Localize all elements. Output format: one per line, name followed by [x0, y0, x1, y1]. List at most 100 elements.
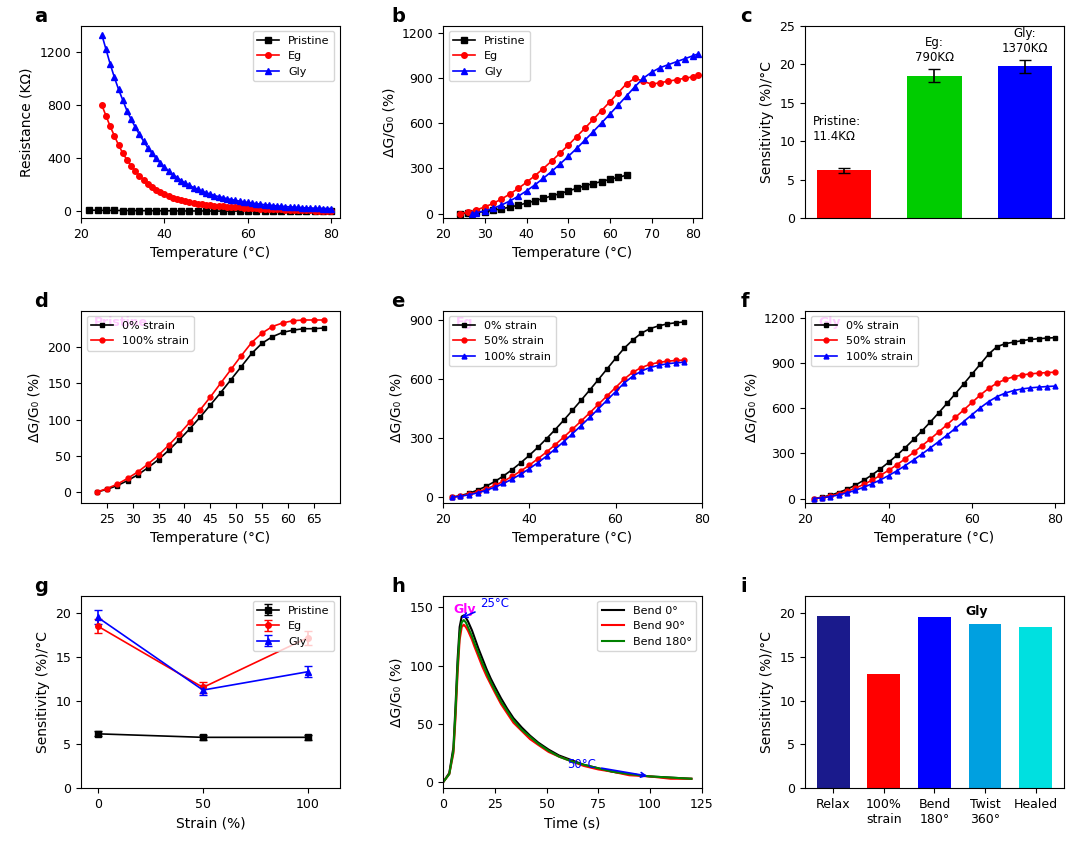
Pristine: [586, 178, 599, 188]
Text: Eg: Eg: [456, 316, 473, 329]
0% strain: [932, 408, 945, 418]
50% strain: [999, 374, 1012, 384]
50% strain: [807, 493, 820, 504]
50% strain: [540, 447, 553, 458]
Bend 180°: [644, 771, 657, 781]
50% strain: [644, 360, 657, 370]
Pristine: [503, 202, 516, 212]
0% strain: [141, 463, 154, 473]
100% strain: [618, 378, 631, 389]
Eg: [271, 204, 284, 215]
50% strain: [575, 416, 588, 426]
Bend 90°: [501, 708, 514, 718]
Legend: 0% strain, 100% strain: 0% strain, 100% strain: [86, 316, 193, 350]
0% strain: [1041, 333, 1054, 343]
50% strain: [949, 412, 962, 423]
100% strain: [141, 458, 154, 469]
100% strain: [583, 412, 596, 423]
Bend 90°: [459, 622, 472, 632]
0% strain: [1024, 334, 1037, 344]
Gly: [553, 159, 566, 170]
0% strain: [566, 406, 579, 416]
Gly: [503, 196, 516, 206]
0% strain: [974, 359, 987, 369]
Bend 90°: [456, 622, 469, 632]
Gly: [478, 206, 491, 216]
Pristine: [83, 205, 96, 216]
50% strain: [480, 484, 492, 494]
Pristine: [570, 183, 583, 193]
Pristine: [124, 205, 137, 216]
100% strain: [505, 474, 518, 484]
Gly: [487, 204, 500, 214]
Bend 180°: [447, 746, 460, 756]
0% strain: [678, 317, 691, 327]
Gly: [662, 60, 675, 70]
50% strain: [932, 427, 945, 437]
50% strain: [445, 492, 458, 503]
100% strain: [480, 486, 492, 496]
Eg: [512, 183, 525, 193]
0% strain: [471, 485, 484, 495]
Pristine: [308, 206, 321, 216]
50% strain: [618, 374, 631, 384]
0% strain: [1032, 334, 1045, 344]
Bend 180°: [461, 622, 474, 632]
Pristine: [283, 206, 296, 216]
Text: d: d: [35, 291, 49, 311]
Line: 100% strain: 100% strain: [811, 383, 1058, 501]
Y-axis label: ΔG/G₀ (%): ΔG/G₀ (%): [390, 657, 404, 727]
0% strain: [807, 493, 820, 504]
100% strain: [907, 455, 920, 465]
Bend 0°: [565, 755, 578, 765]
50% strain: [815, 492, 828, 503]
100% strain: [966, 410, 978, 420]
50% strain: [557, 432, 570, 442]
100% strain: [678, 357, 691, 367]
0% strain: [488, 476, 501, 486]
Bend 90°: [468, 641, 481, 651]
Pristine: [267, 206, 280, 216]
100% strain: [949, 423, 962, 434]
Y-axis label: ΔG/G₀ (%): ΔG/G₀ (%): [28, 372, 42, 441]
50% strain: [1041, 367, 1054, 377]
50% strain: [966, 397, 978, 407]
Eg: [225, 202, 238, 212]
100% strain: [225, 365, 238, 375]
Pristine: [200, 206, 213, 216]
100% strain: [1032, 382, 1045, 392]
Text: Eg:
790KΩ: Eg: 790KΩ: [915, 36, 954, 64]
Line: Bend 180°: Bend 180°: [443, 620, 691, 782]
0% strain: [583, 385, 596, 395]
Text: f: f: [741, 291, 750, 311]
0% strain: [523, 450, 536, 460]
Gly: [691, 49, 704, 60]
Pristine: [470, 207, 483, 217]
Bend 0°: [606, 767, 619, 777]
Eg: [653, 78, 666, 88]
Legend: Pristine, Eg, Gly: Pristine, Eg, Gly: [448, 32, 530, 81]
Gly: [637, 73, 650, 83]
Y-axis label: ΔG/G₀ (%): ΔG/G₀ (%): [744, 372, 758, 441]
Pristine: [241, 206, 254, 216]
Bend 0°: [542, 745, 555, 755]
Bend 0°: [685, 774, 698, 784]
Eg: [537, 164, 550, 174]
Line: 100% strain: 100% strain: [449, 360, 687, 499]
Bend 90°: [542, 747, 555, 757]
Bend 180°: [456, 617, 469, 627]
Text: Pristine: Pristine: [94, 316, 148, 329]
100% strain: [204, 392, 217, 402]
Text: c: c: [741, 7, 752, 26]
Pristine: [300, 206, 313, 216]
Eg: [691, 70, 704, 80]
Bend 0°: [451, 654, 464, 665]
Pristine: [521, 198, 534, 208]
Gly: [611, 100, 624, 110]
100% strain: [957, 417, 970, 427]
50% strain: [462, 489, 475, 499]
50% strain: [1024, 369, 1037, 379]
Text: g: g: [35, 577, 49, 596]
50% strain: [505, 471, 518, 481]
100% strain: [132, 467, 145, 477]
